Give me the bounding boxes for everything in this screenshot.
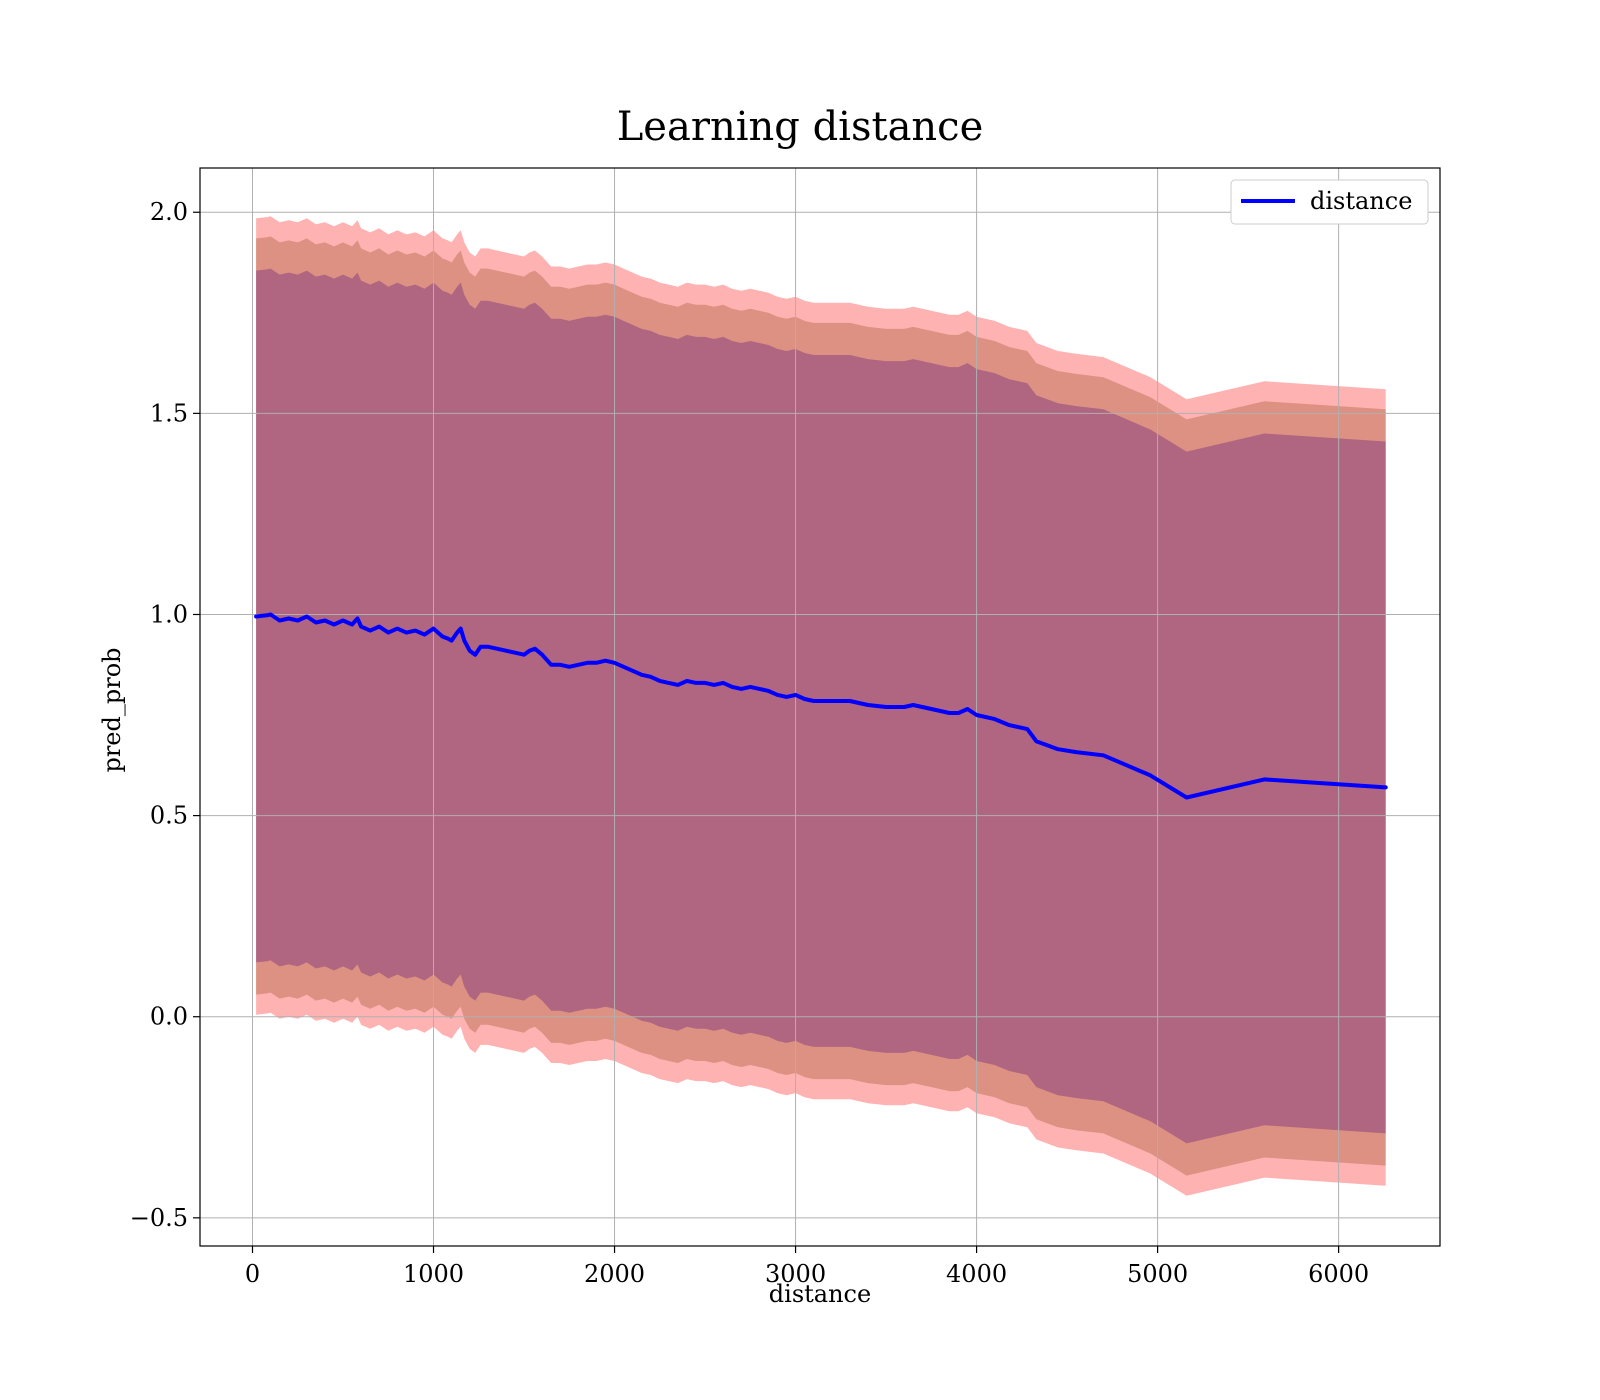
- x-tick-label: 4000: [946, 1260, 1007, 1288]
- grid: [200, 168, 1440, 1246]
- confidence-bands: [256, 216, 1386, 1196]
- y-tick-label: 1.0: [150, 600, 188, 628]
- y-tick-label: 2.0: [150, 198, 188, 226]
- y-tick-label: 0.5: [150, 802, 188, 830]
- x-axis-label: distance: [769, 1280, 871, 1308]
- y-tick-label: −0.5: [130, 1204, 188, 1232]
- x-tick-label: 6000: [1308, 1260, 1369, 1288]
- y-tick-label: 1.5: [150, 399, 188, 427]
- x-tick-label: 2000: [584, 1260, 645, 1288]
- x-tick-label: 5000: [1127, 1260, 1188, 1288]
- series-lines: [254, 612, 1388, 800]
- x-tick-label: 1000: [403, 1260, 464, 1288]
- y-axis-ticks: −0.5 0.0 0.5 1.0 1.5 2.0: [130, 198, 200, 1232]
- confidence-band-2: [256, 268, 1386, 1144]
- x-tick-label: 3000: [765, 1260, 826, 1288]
- x-axis-ticks: 0 1000 2000 3000 4000 5000 6000: [245, 1246, 1369, 1288]
- legend-label: distance: [1310, 187, 1412, 215]
- legend-box: [1230, 179, 1429, 225]
- confidence-band-1: [256, 236, 1386, 1176]
- series-line-distance: [254, 612, 1388, 800]
- confidence-band-0: [256, 216, 1386, 1196]
- plot-frame: [199, 167, 1441, 1247]
- chart-title: Learning distance: [617, 104, 984, 150]
- legend: distance: [1230, 179, 1429, 225]
- y-axis-label: pred_prob: [98, 647, 126, 772]
- x-tick-label: 0: [245, 1260, 260, 1288]
- y-tick-label: 0.0: [150, 1003, 188, 1031]
